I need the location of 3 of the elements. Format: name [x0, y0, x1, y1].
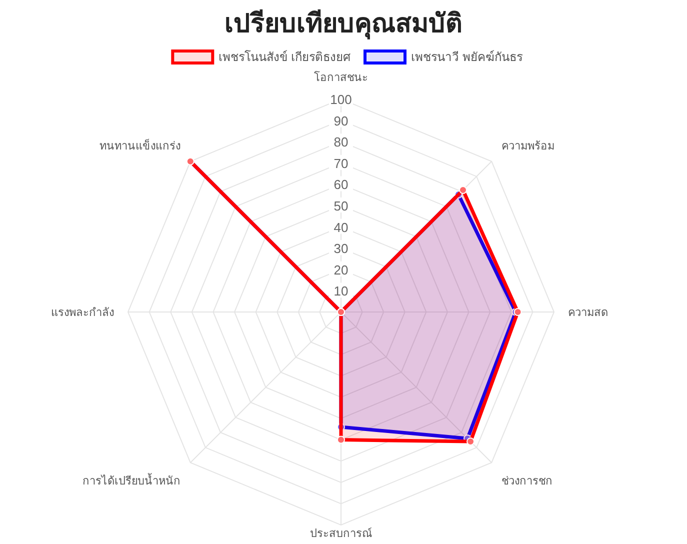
- legend-label: เพชรนาวี พยัคฆ์กันธร: [411, 50, 524, 64]
- legend-label: เพชรโนนสังข์ เกียรติธงยศ: [218, 50, 351, 64]
- chart-title: เปรียบเทียบคุณสมบัติ: [224, 8, 462, 40]
